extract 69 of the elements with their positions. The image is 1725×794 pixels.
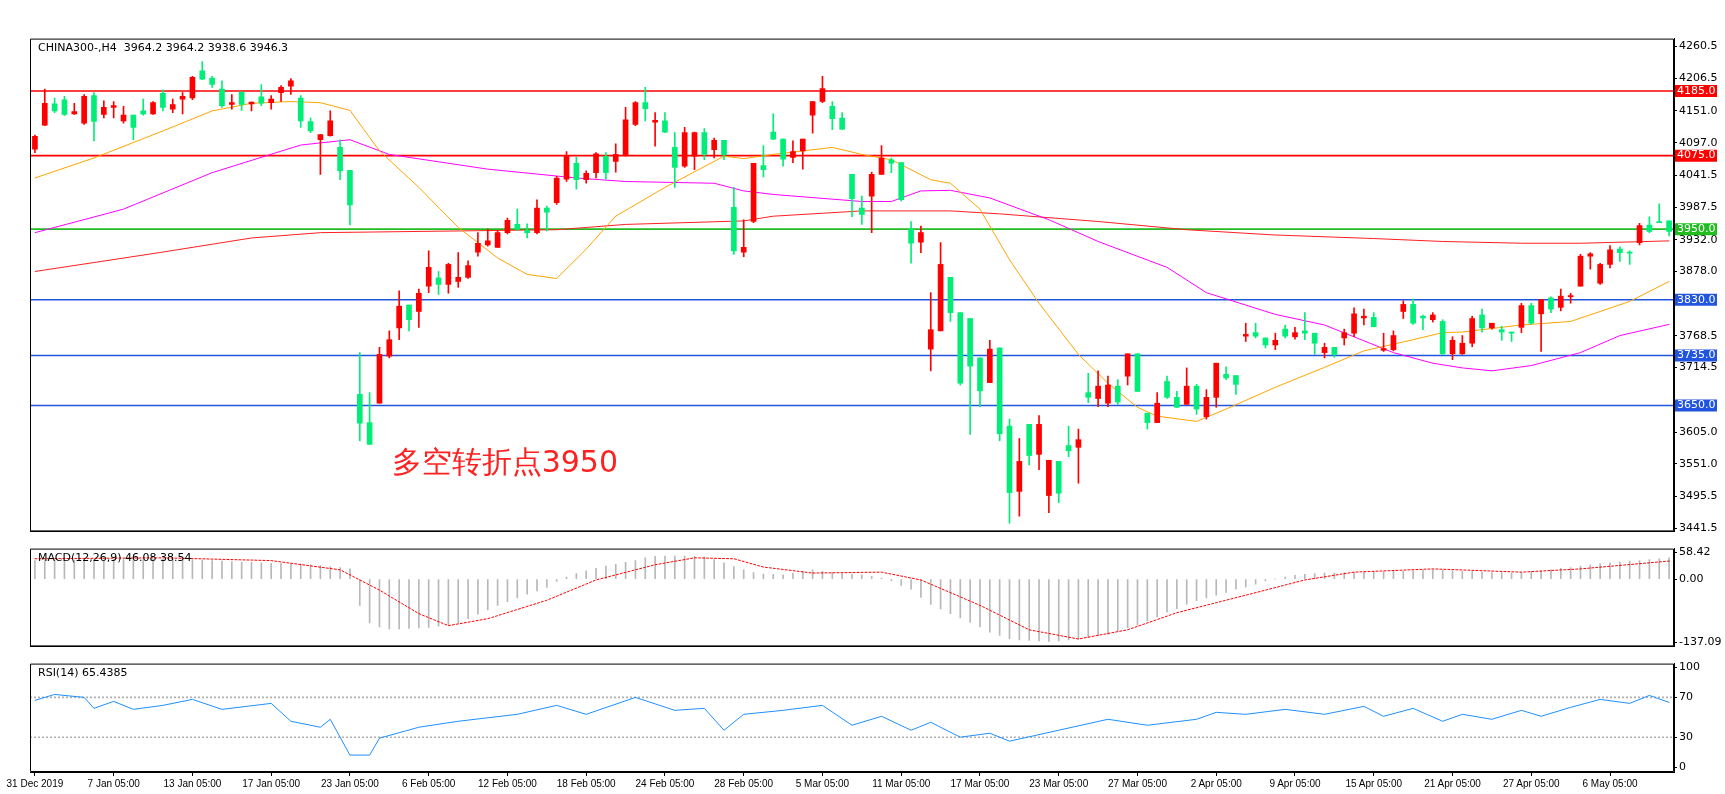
x-tick-label: 24 Feb 05:00 bbox=[635, 777, 695, 789]
x-tick-label: 5 Mar 05:00 bbox=[795, 777, 850, 789]
x-tick-label: 11 Mar 05:00 bbox=[872, 777, 931, 789]
candlestick bbox=[1302, 312, 1308, 341]
x-tick-label: 27 Apr 05:00 bbox=[1502, 777, 1561, 789]
ref-line-label: 3735.0 bbox=[1677, 348, 1716, 362]
candlestick bbox=[859, 195, 865, 225]
candlestick bbox=[642, 87, 649, 122]
x-tick-label: 6 May 05:00 bbox=[1582, 777, 1638, 789]
candlestick bbox=[1626, 250, 1633, 265]
candlestick bbox=[1656, 203, 1663, 223]
x-tick-label: 23 Mar 05:00 bbox=[1029, 777, 1089, 789]
candlestick bbox=[455, 252, 462, 288]
y-tick-label: -137.09 bbox=[1679, 635, 1722, 649]
candlestick bbox=[71, 102, 78, 115]
candlestick bbox=[1587, 252, 1594, 270]
x-tick-label: 17 Mar 05:00 bbox=[950, 777, 1010, 789]
annotation: 多空转折点3950 bbox=[391, 444, 619, 480]
chart-title: CHINA300-,H4 3964.2 3964.2 3938.6 3946.3 bbox=[38, 40, 289, 54]
chart-title: MACD(12,26,9) 46.08 38.54 bbox=[38, 550, 192, 564]
x-tick-label: 2 Apr 05:00 bbox=[1190, 777, 1243, 789]
y-tick-label: 4206.5 bbox=[1679, 71, 1718, 85]
y-tick-label: 3495.5 bbox=[1679, 489, 1718, 503]
candlestick bbox=[740, 219, 747, 258]
x-tick-label: 27 Mar 05:00 bbox=[1108, 777, 1168, 789]
candlestick bbox=[228, 94, 235, 110]
y-tick-label: 70 bbox=[1679, 690, 1693, 704]
ref-line-label: 3650.0 bbox=[1677, 398, 1716, 412]
y-tick-label: 3878.0 bbox=[1679, 264, 1718, 278]
candlestick bbox=[1498, 325, 1505, 341]
x-tick-label: 21 Apr 05:00 bbox=[1424, 777, 1482, 789]
y-tick-label: 3932.0 bbox=[1679, 232, 1718, 246]
ref-line-label: 4185.0 bbox=[1677, 83, 1716, 97]
ref-line-label: 3950.0 bbox=[1677, 221, 1716, 235]
x-tick-label: 13 Jan 05:00 bbox=[163, 777, 222, 789]
y-tick-label: 0.00 bbox=[1679, 571, 1704, 585]
candlestick bbox=[514, 208, 521, 231]
y-tick-label: 4151.0 bbox=[1679, 103, 1718, 117]
x-tick-label: 7 Jan 05:00 bbox=[87, 777, 141, 789]
y-tick-label: 3551.0 bbox=[1679, 456, 1718, 470]
candlestick bbox=[1085, 372, 1092, 403]
x-tick-label: 23 Jan 05:00 bbox=[321, 777, 380, 789]
x-tick-label: 31 Dec 2019 bbox=[6, 777, 64, 789]
ref-line-label: 3830.0 bbox=[1677, 292, 1716, 306]
x-tick-label: 15 Apr 05:00 bbox=[1345, 777, 1403, 789]
y-tick-label: 3441.5 bbox=[1679, 521, 1718, 535]
candlestick bbox=[1617, 246, 1623, 262]
y-tick-label: 58.42 bbox=[1679, 544, 1711, 558]
y-tick-label: 4097.0 bbox=[1679, 135, 1718, 149]
y-tick-label: 30 bbox=[1679, 730, 1693, 744]
y-tick-label: 3987.5 bbox=[1679, 199, 1718, 213]
x-tick-label: 6 Feb 05:00 bbox=[402, 777, 456, 789]
y-tick-label: 3714.5 bbox=[1679, 360, 1718, 374]
x-tick-label: 18 Feb 05:00 bbox=[556, 777, 617, 789]
x-tick-label: 17 Jan 05:00 bbox=[242, 777, 301, 789]
x-tick-label: 12 Feb 05:00 bbox=[477, 777, 538, 789]
x-tick-label: 9 Apr 05:00 bbox=[1269, 777, 1322, 789]
x-tick-label: 28 Feb 05:00 bbox=[714, 777, 774, 789]
y-tick-label: 3768.5 bbox=[1679, 328, 1718, 342]
y-tick-label: 3605.0 bbox=[1679, 424, 1718, 438]
chart-title: RSI(14) 65.4385 bbox=[38, 665, 128, 679]
candlestick bbox=[140, 98, 147, 116]
y-tick-label: 100 bbox=[1679, 660, 1700, 674]
candlestick bbox=[110, 101, 117, 119]
candlestick bbox=[927, 292, 934, 372]
y-tick-label: 0 bbox=[1679, 759, 1686, 773]
ref-line-label: 4075.0 bbox=[1677, 148, 1716, 162]
y-tick-label: 4041.5 bbox=[1679, 168, 1718, 182]
y-tick-label: 4260.5 bbox=[1679, 39, 1718, 53]
